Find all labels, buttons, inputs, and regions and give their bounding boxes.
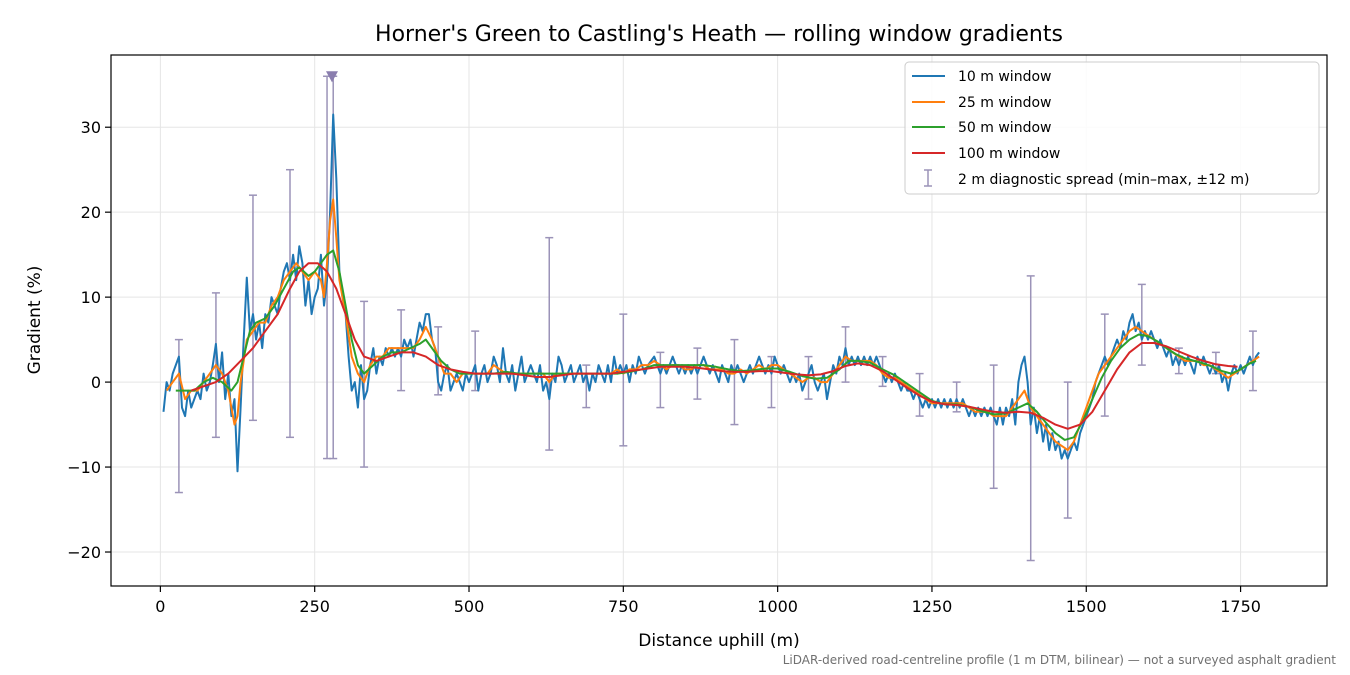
spread-bar-11 [582, 364, 591, 409]
spread-bar-21 [952, 381, 961, 413]
x-tick-label: 1500 [1066, 597, 1107, 616]
y-tick-label: 10 [81, 288, 101, 307]
spread-bar-13 [656, 351, 665, 409]
x-tick-label: 1750 [1220, 597, 1261, 616]
legend-label-25m: 25 m window [958, 95, 1051, 111]
legend-box [904, 61, 1320, 195]
caption-note: LiDAR-derived road-centreline profile (1… [783, 653, 1337, 667]
spread-bar-2 [248, 194, 257, 422]
legend-label-10m: 10 m window [958, 69, 1051, 85]
spread-bar-3 [286, 168, 295, 439]
x-tick-label: 750 [608, 597, 639, 616]
series-lines [162, 113, 1260, 473]
y-tick-label: 0 [91, 373, 101, 392]
legend-label-100m: 100 m window [958, 146, 1060, 162]
x-tick-label: 1250 [912, 597, 953, 616]
plot-frame [110, 54, 1328, 587]
x-tick-label: 500 [454, 597, 485, 616]
spread-bar-22 [989, 364, 998, 490]
spread-bar-10 [545, 236, 554, 451]
clipped-peak-marker [325, 71, 338, 83]
y-tick-label: 20 [81, 203, 101, 222]
series-line-25m [165, 198, 1260, 452]
spread-bar-15 [730, 338, 739, 426]
y-tick-label: −10 [67, 458, 101, 477]
x-tick-label: 250 [299, 597, 330, 616]
y-axis-ticks: −20 −10 0 10 20 30 [67, 118, 111, 562]
legend-label-spread: 2 m diagnostic spread (min–max, ±12 m) [958, 172, 1249, 188]
spread-bar-6 [360, 300, 369, 468]
series-line-100m [190, 262, 1238, 430]
legend: 10 m window 25 m window 50 m window 100 … [904, 61, 1320, 195]
spread-bar-26 [1137, 283, 1146, 366]
y-tick-label: −20 [67, 543, 101, 562]
x-axis-ticks: 0 250 500 750 1000 1250 1500 1750 [155, 586, 1261, 616]
series-line-50m [175, 249, 1257, 441]
chart-title: Horner's Green to Castling's Heath — rol… [375, 22, 1063, 47]
legend-label-50m: 50 m window [958, 120, 1051, 136]
x-tick-label: 0 [155, 597, 165, 616]
y-tick-label: 30 [81, 118, 101, 137]
y-axis-label: Gradient (%) [25, 266, 45, 375]
legend-swatch-spread [924, 169, 932, 187]
spread-bar-7 [397, 309, 406, 392]
clipped-peak-marker-group [325, 71, 338, 83]
spread-bar-18 [841, 326, 850, 383]
spread-bar-12 [619, 313, 628, 447]
x-tick-label: 1000 [757, 597, 798, 616]
x-axis-label: Distance uphill (m) [638, 631, 799, 651]
